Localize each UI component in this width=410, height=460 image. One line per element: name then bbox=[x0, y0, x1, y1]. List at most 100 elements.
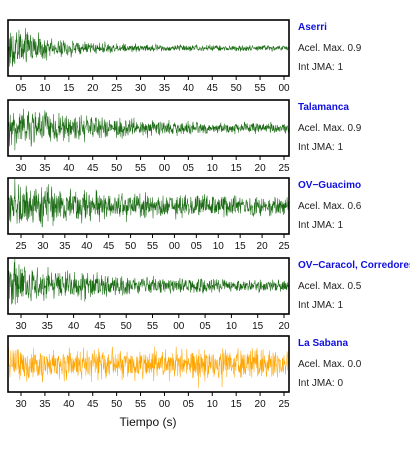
int-jma-value: 0 bbox=[337, 378, 344, 389]
int-jma-label: Int JMA: bbox=[298, 62, 335, 73]
panel-frame bbox=[7, 19, 290, 77]
accel-max-value: 0.5 bbox=[347, 281, 362, 292]
accel-max-label: Acel. Max. bbox=[298, 201, 345, 212]
int-jma-value: 1 bbox=[337, 62, 344, 73]
x-tick-label: 40 bbox=[63, 399, 75, 410]
x-tick-label: 55 bbox=[147, 241, 159, 252]
x-tick-label: 30 bbox=[15, 163, 27, 174]
x-tick-label: 05 bbox=[191, 241, 203, 252]
int-jma-line: Int JMA: 1 bbox=[298, 62, 343, 73]
x-tick-label: 55 bbox=[255, 83, 267, 94]
panel-frame bbox=[7, 257, 290, 315]
x-tick-label: 55 bbox=[135, 163, 147, 174]
x-tick-label: 50 bbox=[121, 321, 133, 332]
x-tick-label: 05 bbox=[183, 163, 195, 174]
x-tick-label: 15 bbox=[252, 321, 264, 332]
x-tick-label: 35 bbox=[59, 241, 71, 252]
accel-max-value: 0.9 bbox=[347, 43, 362, 54]
int-jma-line: Int JMA: 0 bbox=[298, 378, 343, 389]
x-tick-label: 15 bbox=[63, 83, 75, 94]
x-tick-label: 45 bbox=[207, 83, 219, 94]
x-tick-label: 20 bbox=[255, 163, 267, 174]
int-jma-value: 1 bbox=[337, 300, 344, 311]
int-jma-line: Int JMA: 1 bbox=[298, 300, 343, 311]
x-tick-label: 10 bbox=[39, 83, 51, 94]
x-tick-label: 45 bbox=[87, 163, 99, 174]
trace-5 bbox=[8, 346, 289, 388]
accel-max-label: Acel. Max. bbox=[298, 281, 345, 292]
x-tick-label: 00 bbox=[159, 399, 171, 410]
x-tick-label: 55 bbox=[147, 321, 159, 332]
x-tick-label: 10 bbox=[207, 399, 219, 410]
accel-max-line: Acel. Max. 0.5 bbox=[298, 281, 361, 292]
trace-2 bbox=[8, 108, 289, 151]
x-axis-label: Tiempo (s) bbox=[119, 415, 177, 429]
panel-frame bbox=[7, 99, 290, 157]
x-tick-label: 05 bbox=[15, 83, 27, 94]
accel-max-value: 0.6 bbox=[347, 201, 362, 212]
accel-max-line: Acel. Max. 0.9 bbox=[298, 43, 361, 54]
x-tick-label: 15 bbox=[231, 399, 243, 410]
x-tick-label: 45 bbox=[94, 321, 106, 332]
accel-max-line: Acel. Max. 0.0 bbox=[298, 359, 361, 370]
x-tick-label: 35 bbox=[42, 321, 54, 332]
trace-3 bbox=[8, 178, 289, 228]
x-tick-label: 15 bbox=[235, 241, 247, 252]
x-tick-label: 25 bbox=[15, 241, 27, 252]
panel-frame bbox=[7, 177, 290, 235]
x-tick-label: 30 bbox=[37, 241, 49, 252]
accel-max-label: Acel. Max. bbox=[298, 359, 345, 370]
accel-max-label: Acel. Max. bbox=[298, 123, 345, 134]
panel-5: 30 35 40 45 50 55 00 05 10 15 20 25 bbox=[7, 335, 290, 410]
x-tick-label: 25 bbox=[111, 83, 123, 94]
panel-3: 25 30 35 40 45 50 55 00 05 10 15 20 25 bbox=[7, 177, 290, 252]
panel-1: 05 10 15 20 25 30 35 40 45 50 55 00 bbox=[7, 19, 290, 94]
x-tick-label: 45 bbox=[87, 399, 99, 410]
panel-frame bbox=[7, 335, 290, 393]
int-jma-label: Int JMA: bbox=[298, 220, 335, 231]
x-tick-label: 30 bbox=[15, 321, 27, 332]
x-tick-label: 00 bbox=[169, 241, 181, 252]
int-jma-label: Int JMA: bbox=[298, 142, 335, 153]
int-jma-line: Int JMA: 1 bbox=[298, 220, 343, 231]
x-tick-label: 50 bbox=[231, 83, 243, 94]
x-tick-label: 25 bbox=[278, 163, 290, 174]
x-tick-label: 20 bbox=[278, 321, 290, 332]
x-tick-label: 35 bbox=[39, 163, 51, 174]
x-tick-label: 40 bbox=[68, 321, 80, 332]
x-tick-label: 10 bbox=[207, 163, 219, 174]
x-tick-label: 25 bbox=[278, 399, 290, 410]
int-jma-line: Int JMA: 1 bbox=[298, 142, 343, 153]
x-tick-label: 10 bbox=[213, 241, 225, 252]
accel-max-value: 0.0 bbox=[347, 359, 362, 370]
x-tick-label: 25 bbox=[278, 241, 290, 252]
accel-max-line: Acel. Max. 0.6 bbox=[298, 201, 361, 212]
x-tick-label: 20 bbox=[257, 241, 269, 252]
accel-max-value: 0.9 bbox=[347, 123, 362, 134]
int-jma-value: 1 bbox=[337, 220, 344, 231]
x-tick-label: 05 bbox=[200, 321, 212, 332]
panel-4: 30 35 40 45 50 55 00 05 10 15 20 bbox=[7, 257, 290, 332]
station-name: OV−Guacimo bbox=[298, 180, 362, 191]
x-tick-label: 35 bbox=[39, 399, 51, 410]
x-tick-label: 50 bbox=[125, 241, 137, 252]
x-tick-label: 10 bbox=[226, 321, 238, 332]
int-jma-label: Int JMA: bbox=[298, 300, 335, 311]
accel-max-label: Acel. Max. bbox=[298, 43, 345, 54]
x-tick-label: 15 bbox=[231, 163, 243, 174]
panels-layer: 05 10 15 20 25 30 35 40 45 50 55 00 30 35 40 45 50 55 00 05… bbox=[7, 19, 290, 410]
x-tick-label: 50 bbox=[111, 163, 123, 174]
int-jma-value: 1 bbox=[337, 142, 344, 153]
station-name: La Sabana bbox=[298, 338, 349, 349]
station-name: Aserri bbox=[298, 22, 327, 33]
station-name: OV−Caracol, Corredores bbox=[298, 260, 410, 271]
x-tick-label: 50 bbox=[111, 399, 123, 410]
trace-4 bbox=[8, 258, 289, 305]
panel-2: 30 35 40 45 50 55 00 05 10 15 20 25 bbox=[7, 99, 290, 174]
x-tick-label: 45 bbox=[103, 241, 115, 252]
x-tick-label: 30 bbox=[15, 399, 27, 410]
x-tick-label: 40 bbox=[81, 241, 93, 252]
x-tick-label: 40 bbox=[63, 163, 75, 174]
station-name: Talamanca bbox=[298, 102, 349, 113]
